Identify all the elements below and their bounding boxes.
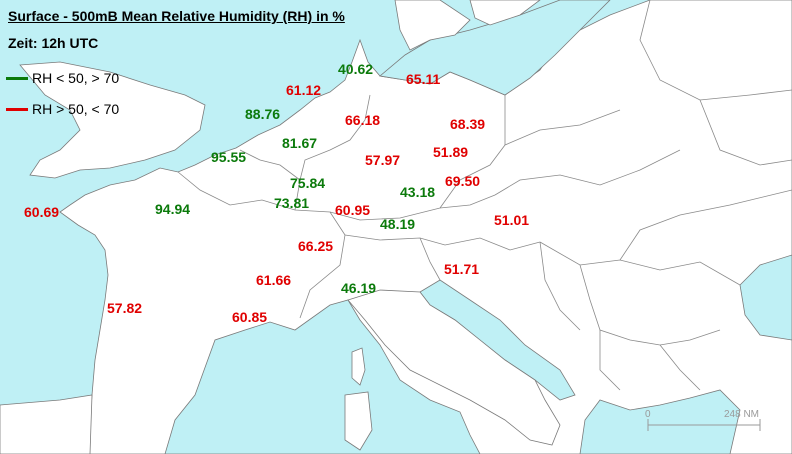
station-value: 60.69	[24, 204, 60, 220]
station-value: 46.19	[341, 280, 377, 296]
black-sea	[739, 254, 792, 341]
station-value: 66.18	[345, 112, 381, 128]
legend-label-green: RH < 50, > 70	[32, 70, 120, 86]
station-value: 95.55	[211, 149, 247, 165]
station-value: 40.62	[338, 61, 374, 77]
station-value: 94.94	[155, 201, 191, 217]
sweden-land	[469, 0, 541, 26]
corsica-land	[351, 347, 366, 386]
station-value: 48.19	[380, 216, 416, 232]
legend-swatch-green	[6, 76, 28, 80]
station-value: 43.18	[400, 184, 436, 200]
legend-swatch-red	[6, 107, 28, 111]
station-value: 61.12	[286, 82, 322, 98]
station-value: 69.50	[445, 173, 481, 189]
italy-land	[347, 289, 561, 446]
map-title: Surface - 500mB Mean Relative Humidity (…	[8, 8, 345, 24]
station-value: 73.81	[274, 195, 310, 211]
station-value: 51.01	[494, 212, 530, 228]
station-value: 66.25	[298, 238, 334, 254]
scale-bar-start: 0	[645, 409, 651, 420]
scale-bar	[647, 419, 761, 431]
station-value: 57.97	[365, 152, 401, 168]
aegean-sea	[579, 389, 741, 454]
station-value: 81.67	[282, 135, 318, 151]
station-value: 68.39	[450, 116, 486, 132]
legend-item-red: RH > 50, < 70	[6, 101, 119, 117]
scandinavia-land	[394, 0, 471, 51]
station-value: 88.76	[245, 106, 281, 122]
sardinia-land	[344, 391, 373, 451]
station-value: 57.82	[107, 300, 143, 316]
station-value: 51.89	[433, 144, 469, 160]
station-value: 51.71	[444, 261, 480, 277]
station-value: 75.84	[290, 175, 326, 191]
station-value: 60.95	[335, 202, 371, 218]
country-borders	[177, 0, 792, 391]
legend-item-green: RH < 50, > 70	[6, 70, 119, 86]
scale-bar-end: 248 NM	[724, 409, 760, 420]
iberia-land	[0, 394, 93, 454]
legend-label-red: RH > 50, < 70	[32, 101, 120, 117]
station-value: 65.11	[406, 71, 441, 87]
map-time: Zeit: 12h UTC	[8, 35, 99, 51]
station-value: 60.85	[232, 309, 268, 325]
station-value: 61.66	[256, 272, 292, 288]
britain-land	[19, 61, 206, 179]
